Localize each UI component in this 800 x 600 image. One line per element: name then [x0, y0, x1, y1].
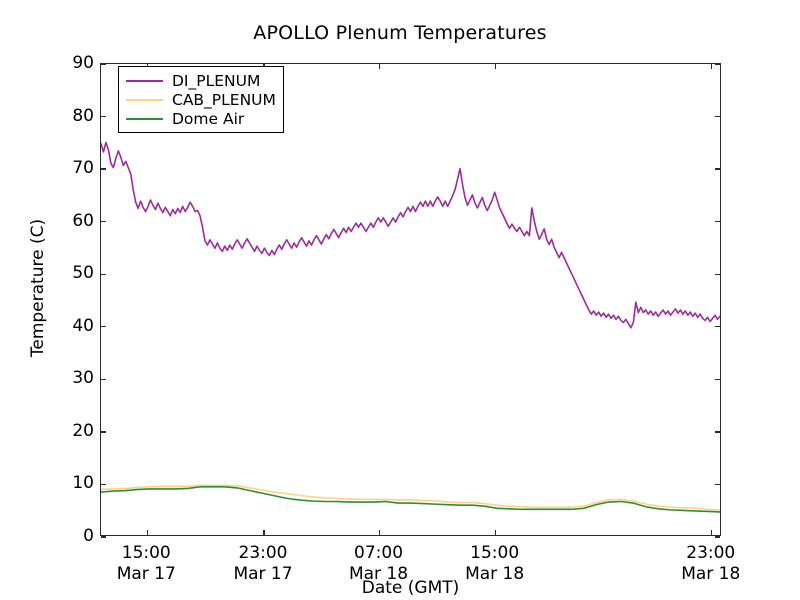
data-series-canvas	[101, 141, 720, 513]
x-tick-date: Mar 18	[465, 564, 525, 584]
x-tick-time: 15:00	[470, 543, 520, 563]
x-tick-mark	[494, 530, 497, 535]
y-tick-label: 90	[72, 53, 94, 73]
x-tick-label: 15:00 Mar 18	[435, 543, 555, 585]
y-tick-mark	[101, 431, 106, 433]
y-tick-label: 20	[72, 420, 94, 441]
data-series-line	[101, 486, 720, 513]
legend-label: Dome Air	[172, 109, 245, 128]
x-tick-mark	[494, 64, 497, 69]
y-tick-label: 0	[83, 526, 94, 546]
y-tick-label: 80	[72, 105, 94, 126]
y-tick-mark	[101, 273, 106, 275]
legend-label: DI_PLENUM	[172, 71, 261, 90]
x-axis-label: Date (GMT)	[361, 578, 460, 598]
x-tick-mark	[378, 64, 381, 69]
y-tick-label: 10	[72, 473, 94, 494]
x-tick-label: 07:00 Mar 18	[319, 543, 439, 585]
x-tick-time: 23:00	[238, 543, 288, 563]
x-tick-label: 23:00 Mar 17	[203, 543, 323, 585]
y-tick-mark	[101, 378, 106, 381]
y-tick-mark	[715, 168, 720, 170]
x-tick-date: Mar 17	[116, 564, 176, 584]
plot-area	[100, 63, 721, 538]
y-tick-mark	[715, 483, 720, 486]
legend-color-swatch	[126, 98, 163, 101]
y-tick-mark	[101, 536, 106, 538]
x-tick-date: Mar 18	[681, 564, 741, 584]
data-series-line	[101, 141, 720, 329]
y-tick-mark	[101, 115, 106, 118]
x-tick-mark	[146, 530, 148, 535]
chart-title: APOLLO Plenum Temperatures	[253, 22, 547, 44]
legend-color-swatch	[126, 79, 163, 82]
y-tick-mark	[715, 63, 720, 65]
data-series-line	[101, 484, 720, 511]
legend-item[interactable]: DI_PLENUM	[124, 71, 276, 90]
x-tick-mark	[711, 530, 713, 535]
x-tick-time: 07:00	[354, 543, 404, 563]
x-tick-mark	[711, 64, 713, 69]
y-tick-label: 60	[72, 210, 94, 231]
y-tick-mark	[101, 220, 106, 223]
x-tick-label: 15:00 Mar 17	[86, 543, 206, 585]
y-tick-mark	[101, 483, 106, 486]
y-tick-label: 50	[72, 263, 94, 284]
y-tick-mark	[715, 220, 720, 223]
y-tick-mark	[101, 63, 106, 65]
y-axis-label: Temperature (C)	[28, 218, 48, 358]
y-tick-mark	[715, 431, 720, 433]
legend-item[interactable]: CAB_PLENUM	[124, 90, 276, 109]
y-tick-label: 70	[72, 158, 94, 179]
x-tick-label: 23:00 Mar 18	[651, 543, 771, 585]
x-tick-mark	[378, 530, 381, 535]
legend-color-swatch	[126, 117, 163, 120]
y-tick-mark	[101, 326, 106, 328]
y-tick-mark	[715, 326, 720, 328]
legend-label: CAB_PLENUM	[172, 90, 276, 109]
y-tick-mark	[715, 115, 720, 118]
x-tick-mark	[263, 530, 265, 535]
y-tick-label: 40	[72, 315, 94, 336]
x-tick-time: 15:00	[121, 543, 171, 563]
y-tick-mark	[101, 168, 106, 170]
y-tick-label: 30	[72, 368, 94, 389]
y-tick-mark	[715, 378, 720, 381]
x-tick-time: 23:00	[686, 543, 736, 563]
y-tick-mark	[715, 273, 720, 275]
y-tick-mark	[715, 536, 720, 538]
chart-legend: DI_PLENUM CAB_PLENUM Dome Air	[118, 66, 284, 133]
y-axis-tick-labels: 0 10 20 30 40 50 60 70 80 90	[46, 53, 94, 546]
legend-item[interactable]: Dome Air	[124, 109, 276, 128]
x-tick-date: Mar 18	[348, 564, 409, 584]
x-axis-tick-labels: 15:00 Mar 17 23:00 Mar 17 07:00 Mar 18 15:00 Ma…	[100, 543, 741, 595]
x-tick-date: Mar 17	[233, 564, 293, 584]
